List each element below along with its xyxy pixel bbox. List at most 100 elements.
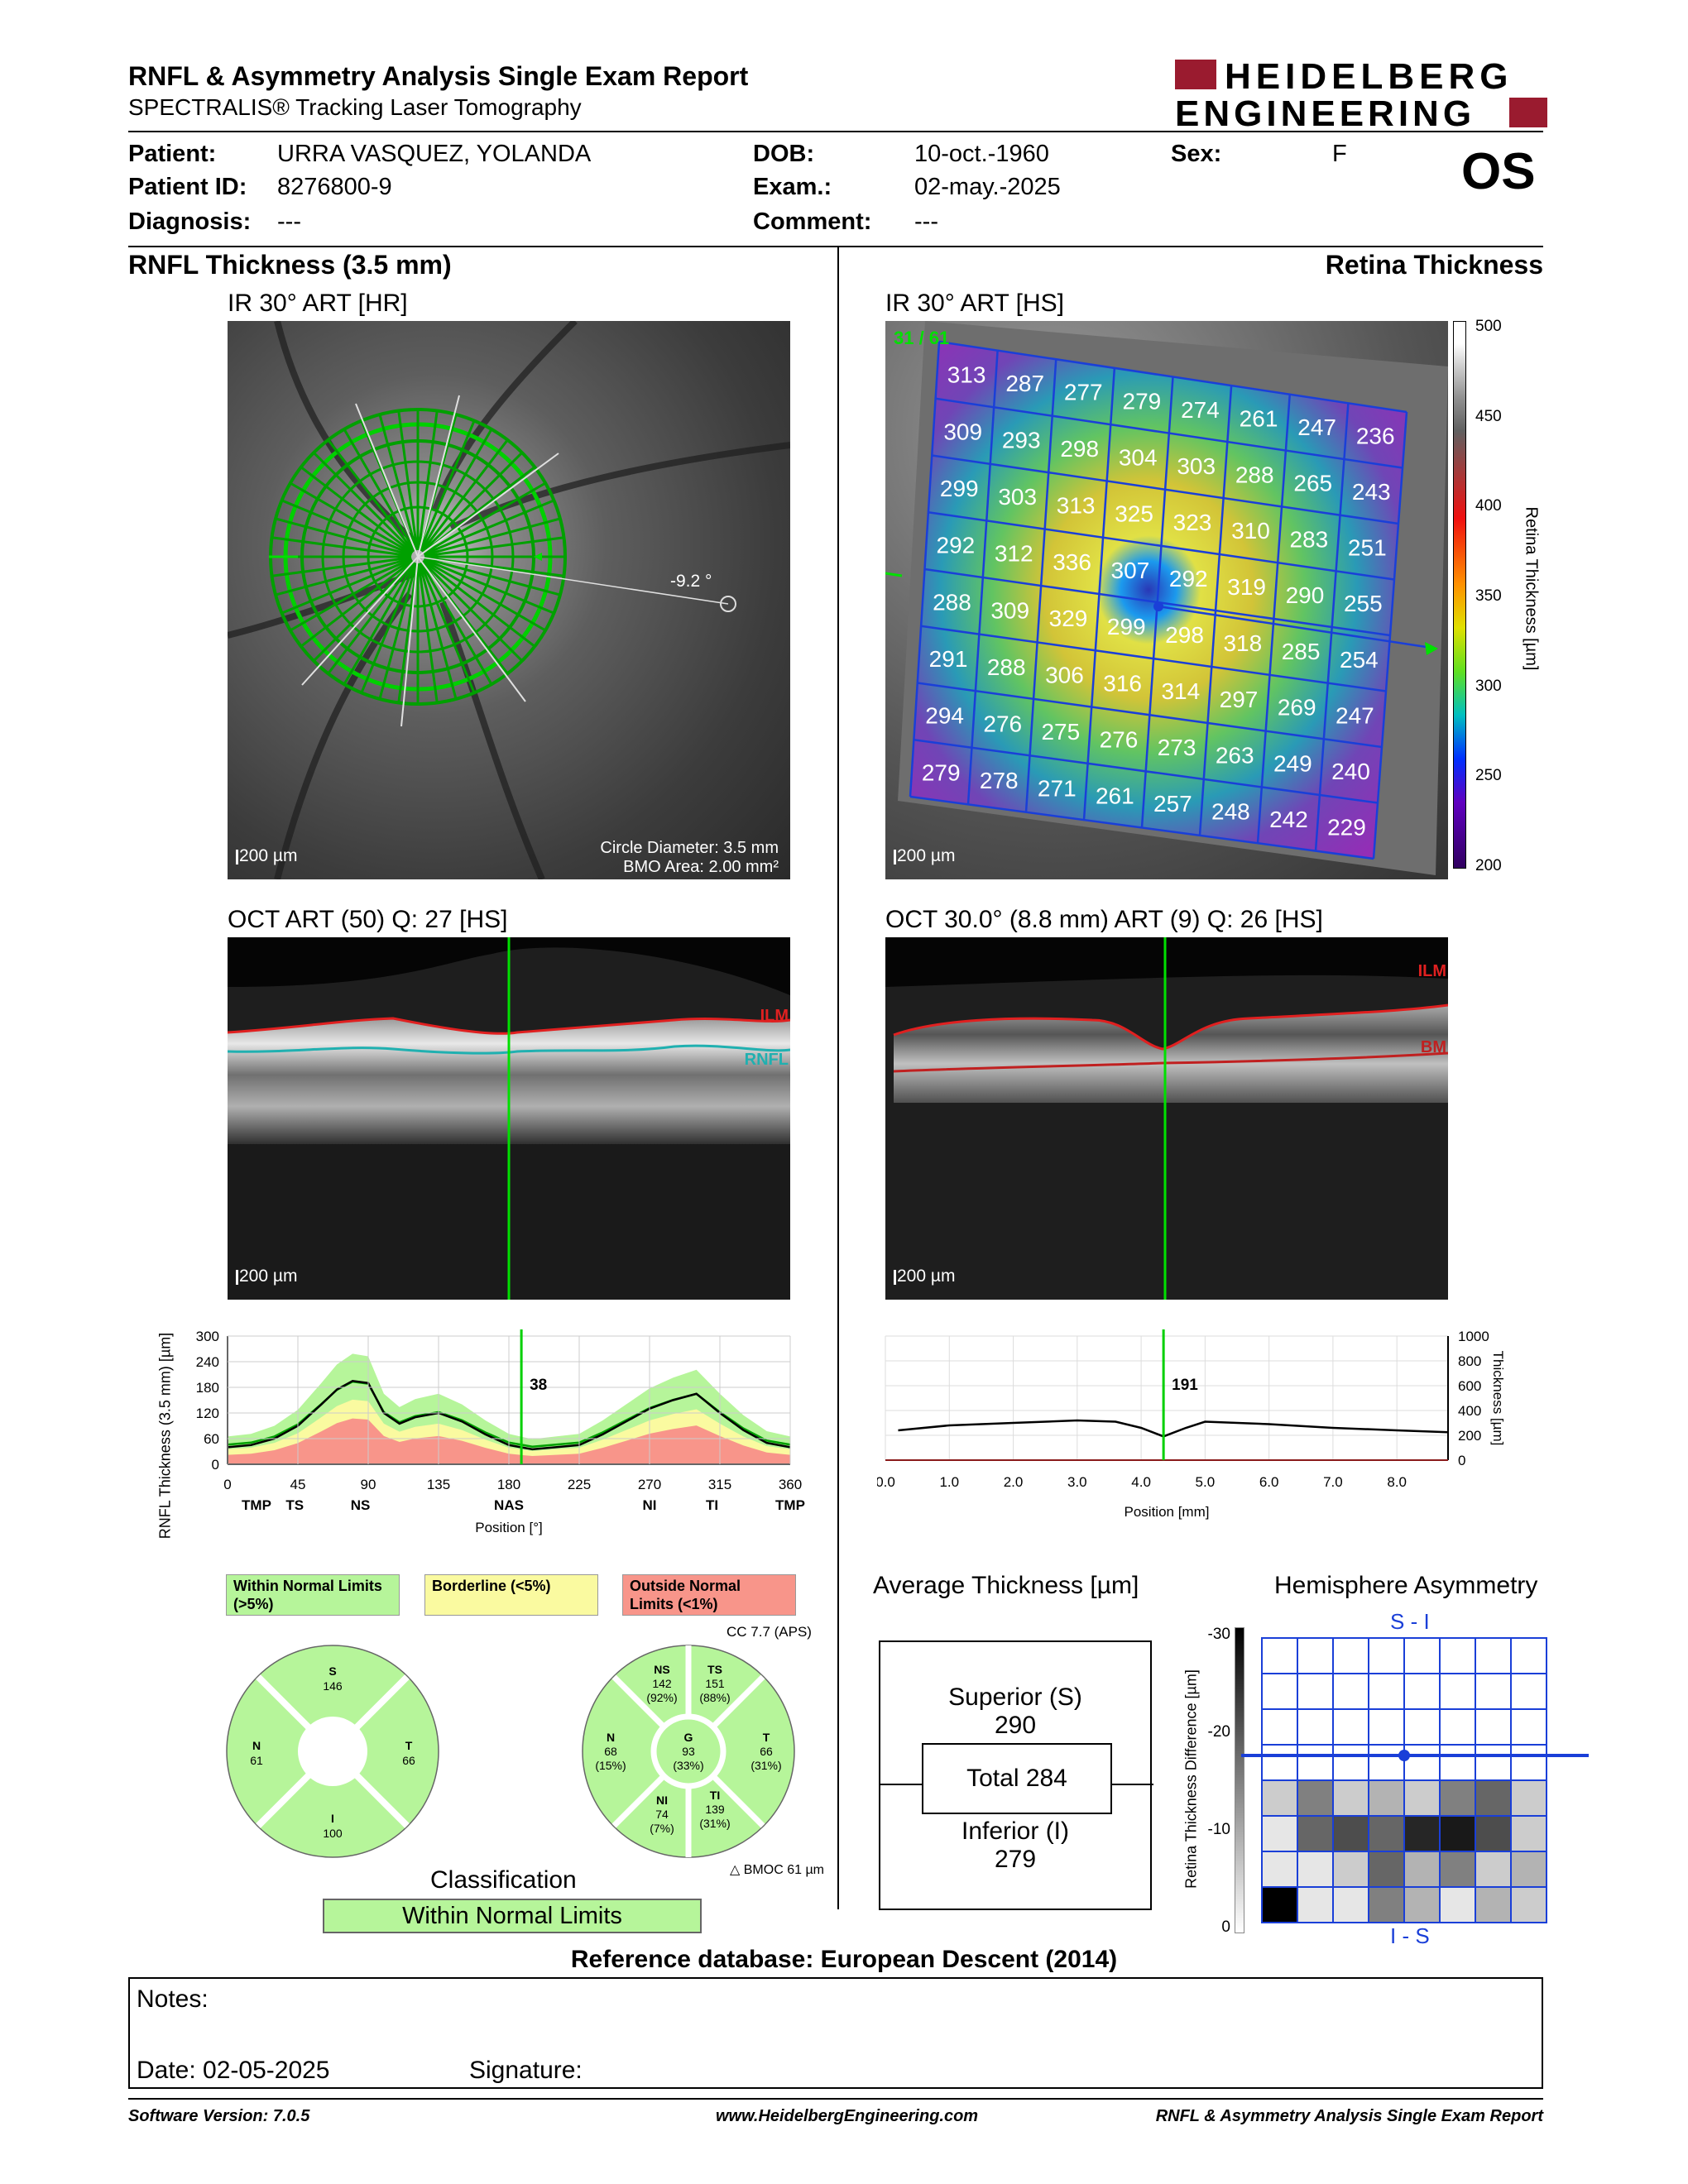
asym-cell xyxy=(1403,1637,1441,1674)
scan-spoke xyxy=(271,536,412,558)
asym-cell xyxy=(1475,1886,1512,1923)
asym-scale-ticks: -30 -20 -10 0 xyxy=(1204,1626,1234,1936)
grid-value: 299 xyxy=(940,476,979,501)
sector-label: TI xyxy=(706,1497,718,1513)
asym-cell xyxy=(1261,1673,1298,1710)
asym-cell xyxy=(1297,1708,1334,1746)
pie2-ni-val: 74 xyxy=(655,1808,669,1821)
asym-cell xyxy=(1297,1886,1334,1923)
pie2-g-val: 93 xyxy=(682,1745,695,1758)
grid-value: 269 xyxy=(1278,695,1316,721)
asym-cell xyxy=(1332,1886,1369,1923)
diagnosis-label: Diagnosis: xyxy=(128,208,252,235)
x-tick-label: 270 xyxy=(638,1477,661,1492)
grid-value: 243 xyxy=(1352,479,1391,505)
asym-cell xyxy=(1261,1708,1298,1746)
asym-cell xyxy=(1368,1673,1405,1710)
y-tick-label: 400 xyxy=(1458,1403,1481,1419)
footer-report-name: RNFL & Asymmetry Analysis Single Exam Re… xyxy=(1155,2107,1543,2125)
report-title: RNFL & Asymmetry Analysis Single Exam Re… xyxy=(128,61,749,91)
sector-label: TMP xyxy=(775,1497,805,1513)
grid-value: 261 xyxy=(1240,405,1278,431)
asym-cell xyxy=(1439,1637,1476,1674)
asym-cell xyxy=(1332,1744,1369,1781)
grid-value: 325 xyxy=(1115,501,1153,527)
grid-value: 254 xyxy=(1340,647,1379,673)
y-tick-label: 800 xyxy=(1458,1353,1481,1369)
asym-cell xyxy=(1439,1708,1476,1746)
asym-cell xyxy=(1439,1673,1476,1710)
asym-cell xyxy=(1510,1815,1547,1852)
scan-spoke xyxy=(424,557,561,596)
dob: 10-oct.-1960 xyxy=(914,141,1049,167)
scan-spoke xyxy=(423,558,546,632)
grid-value: 247 xyxy=(1336,702,1374,728)
colorbar-tick: 400 xyxy=(1475,497,1502,515)
grid-value: 236 xyxy=(1356,423,1395,448)
grid-value: 310 xyxy=(1231,518,1270,544)
pie1-i: I xyxy=(331,1812,334,1825)
logo-line1: HEIDELBERG xyxy=(1225,58,1513,97)
grid-line xyxy=(1198,386,1233,836)
grid-value: 303 xyxy=(1177,453,1216,479)
y-tick-label: 300 xyxy=(196,1329,219,1344)
pie2-n-val: 68 xyxy=(604,1745,617,1758)
grid-value: 294 xyxy=(925,703,964,729)
grid-value: 247 xyxy=(1297,414,1336,440)
grid-value: 288 xyxy=(933,589,971,615)
exam-label: Exam.: xyxy=(753,174,832,200)
scan-spoke xyxy=(419,419,476,552)
scan-spoke xyxy=(417,563,439,703)
asym-cell xyxy=(1475,1708,1512,1746)
colorbar-label: Retina Thickness [µm] xyxy=(1522,506,1541,671)
retina-thickness-line xyxy=(898,1419,1449,1438)
retina-thickness-map: 313 287 277 279 274 261 247 236 309 293 298 304 303 2… xyxy=(885,321,1448,875)
signature-label: Signature: xyxy=(469,2057,583,2084)
heidelberg-logo: HEIDELBERG ENGINEERING xyxy=(1175,56,1547,134)
colorbar-ticks: 500 450 400 350 300 250 200 xyxy=(1469,318,1518,874)
grid-value: 288 xyxy=(987,654,1026,680)
asym-cell xyxy=(1510,1851,1547,1888)
y-tick-label: 180 xyxy=(196,1380,219,1396)
asym-cell xyxy=(1403,1815,1441,1852)
grid-value: 278 xyxy=(980,768,1019,793)
pie2-g: G xyxy=(684,1731,693,1744)
x-tick-label: 0.0 xyxy=(877,1474,895,1490)
left-ir-image: -9.2 ° 200 µm Circle Diameter: 3.5 mm BMO… xyxy=(228,321,790,879)
website[interactable]: www.HeidelbergEngineering.com xyxy=(716,2107,979,2125)
grid-value: 292 xyxy=(1169,566,1208,592)
asym-top-label: S - I xyxy=(1390,1609,1430,1634)
pie2-ts: TS xyxy=(707,1663,722,1676)
asym-cell xyxy=(1261,1637,1298,1674)
scan-spoke xyxy=(313,560,415,662)
grid-value: 287 xyxy=(1005,371,1044,396)
rnfl-thickness-plot: 300 240 180 120 60 00 45 90 135 180 225 270 315 360 TM… xyxy=(196,1329,805,1535)
y-tick-label: 1000 xyxy=(1458,1329,1489,1344)
grid-value: 292 xyxy=(937,533,976,558)
pie2-ni: NI xyxy=(656,1794,668,1807)
legend-borderline: Borderline (<5%) xyxy=(424,1574,598,1616)
grid-value: 290 xyxy=(1286,582,1325,608)
scan-spoke xyxy=(327,438,415,553)
asym-cell xyxy=(1475,1673,1512,1710)
grid-value: 283 xyxy=(1289,526,1328,552)
pie2-ns-val: 142 xyxy=(652,1677,672,1690)
pie2-t-pct: (31%) xyxy=(750,1759,781,1772)
left-ir-scale: 200 µm xyxy=(235,846,298,865)
notes-box[interactable]: Notes: Date: 02-05-2025 Signature: xyxy=(128,1977,1543,2089)
grid-value: 319 xyxy=(1227,574,1266,600)
asym-cell xyxy=(1510,1779,1547,1817)
asym-cell xyxy=(1297,1851,1334,1888)
sector-label: TS xyxy=(285,1497,304,1513)
rnfl-label: RNFL xyxy=(744,1051,789,1069)
scan-spoke xyxy=(424,536,564,558)
pie2-ts-val: 151 xyxy=(705,1677,725,1690)
grid-value: 279 xyxy=(922,759,961,785)
scan-spoke xyxy=(422,559,536,648)
asymmetry-title: Hemisphere Asymmetry xyxy=(1274,1572,1538,1599)
grid-line xyxy=(1256,394,1291,844)
left-oct-title: OCT ART (50) Q: 27 [HS] xyxy=(228,906,508,933)
sector-label: NS xyxy=(351,1497,371,1513)
x-tick-label: 225 xyxy=(568,1477,591,1492)
asym-cell xyxy=(1368,1744,1405,1781)
